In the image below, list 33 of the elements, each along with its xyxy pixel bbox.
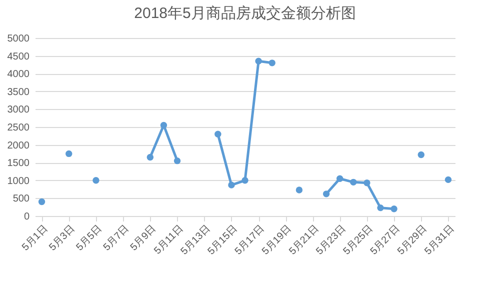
point — [296, 186, 303, 194]
point — [160, 122, 168, 129]
y-tick-label: 500 — [12, 194, 30, 205]
point — [364, 180, 370, 186]
point — [38, 198, 46, 206]
point — [92, 177, 100, 184]
point — [377, 204, 384, 212]
point — [268, 60, 276, 66]
point — [214, 130, 222, 138]
point — [146, 154, 154, 161]
y-tick-label: 2000 — [7, 140, 30, 152]
point — [336, 175, 344, 182]
point — [322, 190, 330, 198]
point — [228, 182, 235, 188]
y-tick-label: 4000 — [7, 69, 30, 80]
y-tick-label: 1000 — [7, 176, 30, 187]
y-tick-label: 3500 — [7, 86, 30, 98]
point — [418, 151, 424, 158]
point — [66, 150, 72, 158]
y-tick-label: 3000 — [7, 104, 30, 116]
chart-title: 2018年5月商品房成交金额分析图 — [134, 5, 356, 22]
x-tick-label: 5月7日 — [102, 224, 132, 254]
point — [350, 178, 357, 186]
point — [444, 176, 452, 184]
y-tick-label: 2500 — [7, 122, 30, 134]
y-tick-label: 4500 — [7, 51, 30, 62]
y-tick-label: 0 — [24, 212, 30, 222]
y-tick-label: 5000 — [7, 34, 30, 44]
point — [242, 177, 248, 184]
y-tick-label: 1500 — [7, 158, 30, 170]
point — [390, 206, 398, 212]
point — [174, 157, 181, 164]
point — [255, 58, 262, 64]
